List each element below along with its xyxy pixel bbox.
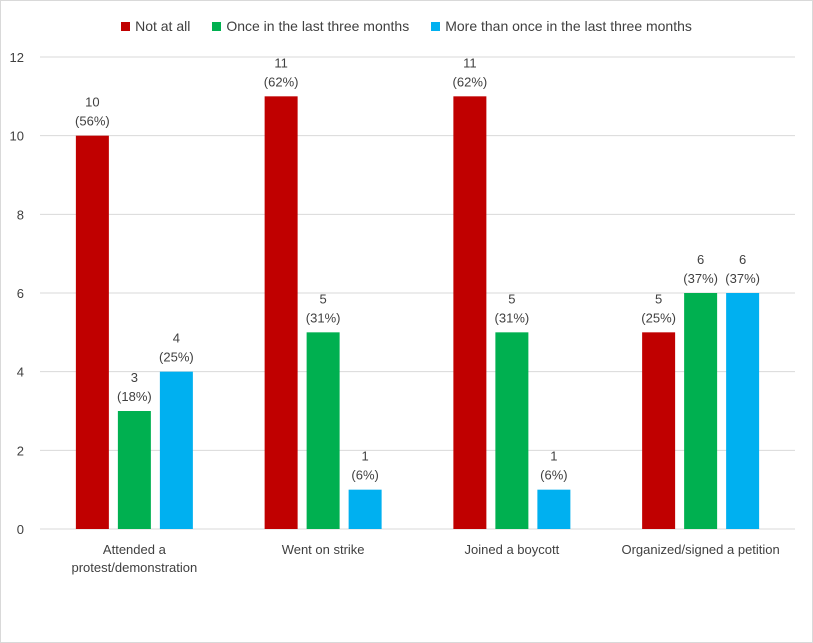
x-tick-label: Went on strike bbox=[282, 542, 365, 557]
y-tick-label: 6 bbox=[17, 286, 24, 301]
data-label: (6%) bbox=[540, 468, 567, 483]
data-label: 5 bbox=[655, 291, 662, 306]
legend-swatch bbox=[212, 21, 222, 31]
bar bbox=[75, 135, 109, 529]
data-label: (6%) bbox=[351, 468, 378, 483]
data-label: (25%) bbox=[641, 310, 676, 325]
legend-item: More than once in the last three months bbox=[431, 18, 692, 34]
data-label: (31%) bbox=[306, 310, 341, 325]
x-tick-label: Organized/signed a petition bbox=[621, 542, 779, 557]
y-tick-label: 4 bbox=[17, 365, 24, 380]
bar bbox=[537, 489, 571, 529]
data-label: (37%) bbox=[683, 271, 718, 286]
data-label: (31%) bbox=[495, 310, 530, 325]
bar bbox=[264, 96, 298, 529]
legend-label: Once in the last three months bbox=[226, 18, 410, 34]
bar bbox=[495, 332, 529, 529]
data-label: 6 bbox=[697, 252, 704, 267]
bar bbox=[453, 96, 487, 529]
x-tick-label: Joined a boycott bbox=[465, 542, 560, 557]
bar bbox=[306, 332, 340, 529]
y-tick-label: 12 bbox=[10, 50, 24, 65]
data-label: 3 bbox=[131, 370, 138, 385]
data-label: 11 bbox=[274, 55, 288, 70]
y-tick-label: 0 bbox=[17, 522, 24, 537]
bar bbox=[726, 293, 760, 529]
legend: Not at all Once in the last three months M… bbox=[0, 16, 813, 36]
x-tick-label: protest/demonstration bbox=[72, 560, 198, 575]
legend-label: More than once in the last three months bbox=[445, 18, 692, 34]
bar bbox=[684, 293, 718, 529]
y-tick-label: 8 bbox=[17, 207, 24, 222]
x-tick-label: Attended a bbox=[103, 542, 167, 557]
data-label: (37%) bbox=[725, 271, 760, 286]
legend-swatch bbox=[121, 21, 131, 31]
data-label: (62%) bbox=[453, 74, 488, 89]
y-tick-label: 2 bbox=[17, 443, 24, 458]
data-label: (18%) bbox=[117, 389, 152, 404]
data-label: 5 bbox=[320, 291, 327, 306]
legend-item: Not at all bbox=[121, 18, 190, 34]
data-label: (56%) bbox=[75, 114, 110, 129]
legend-swatch bbox=[431, 21, 441, 31]
y-tick-label: 10 bbox=[10, 129, 24, 144]
data-label: 6 bbox=[739, 252, 746, 267]
legend-label: Not at all bbox=[135, 18, 191, 34]
data-label: 10 bbox=[85, 95, 99, 110]
bar bbox=[642, 332, 676, 529]
bar bbox=[348, 489, 382, 529]
data-label: (62%) bbox=[264, 74, 299, 89]
data-label: 4 bbox=[173, 331, 180, 346]
legend-item: Once in the last three months bbox=[212, 18, 409, 34]
data-label: 1 bbox=[362, 449, 369, 464]
data-label: 11 bbox=[463, 55, 477, 70]
data-label: 1 bbox=[550, 449, 557, 464]
data-label: (25%) bbox=[159, 350, 194, 365]
bar bbox=[159, 371, 193, 529]
bar bbox=[117, 411, 151, 529]
data-label: 5 bbox=[508, 291, 515, 306]
